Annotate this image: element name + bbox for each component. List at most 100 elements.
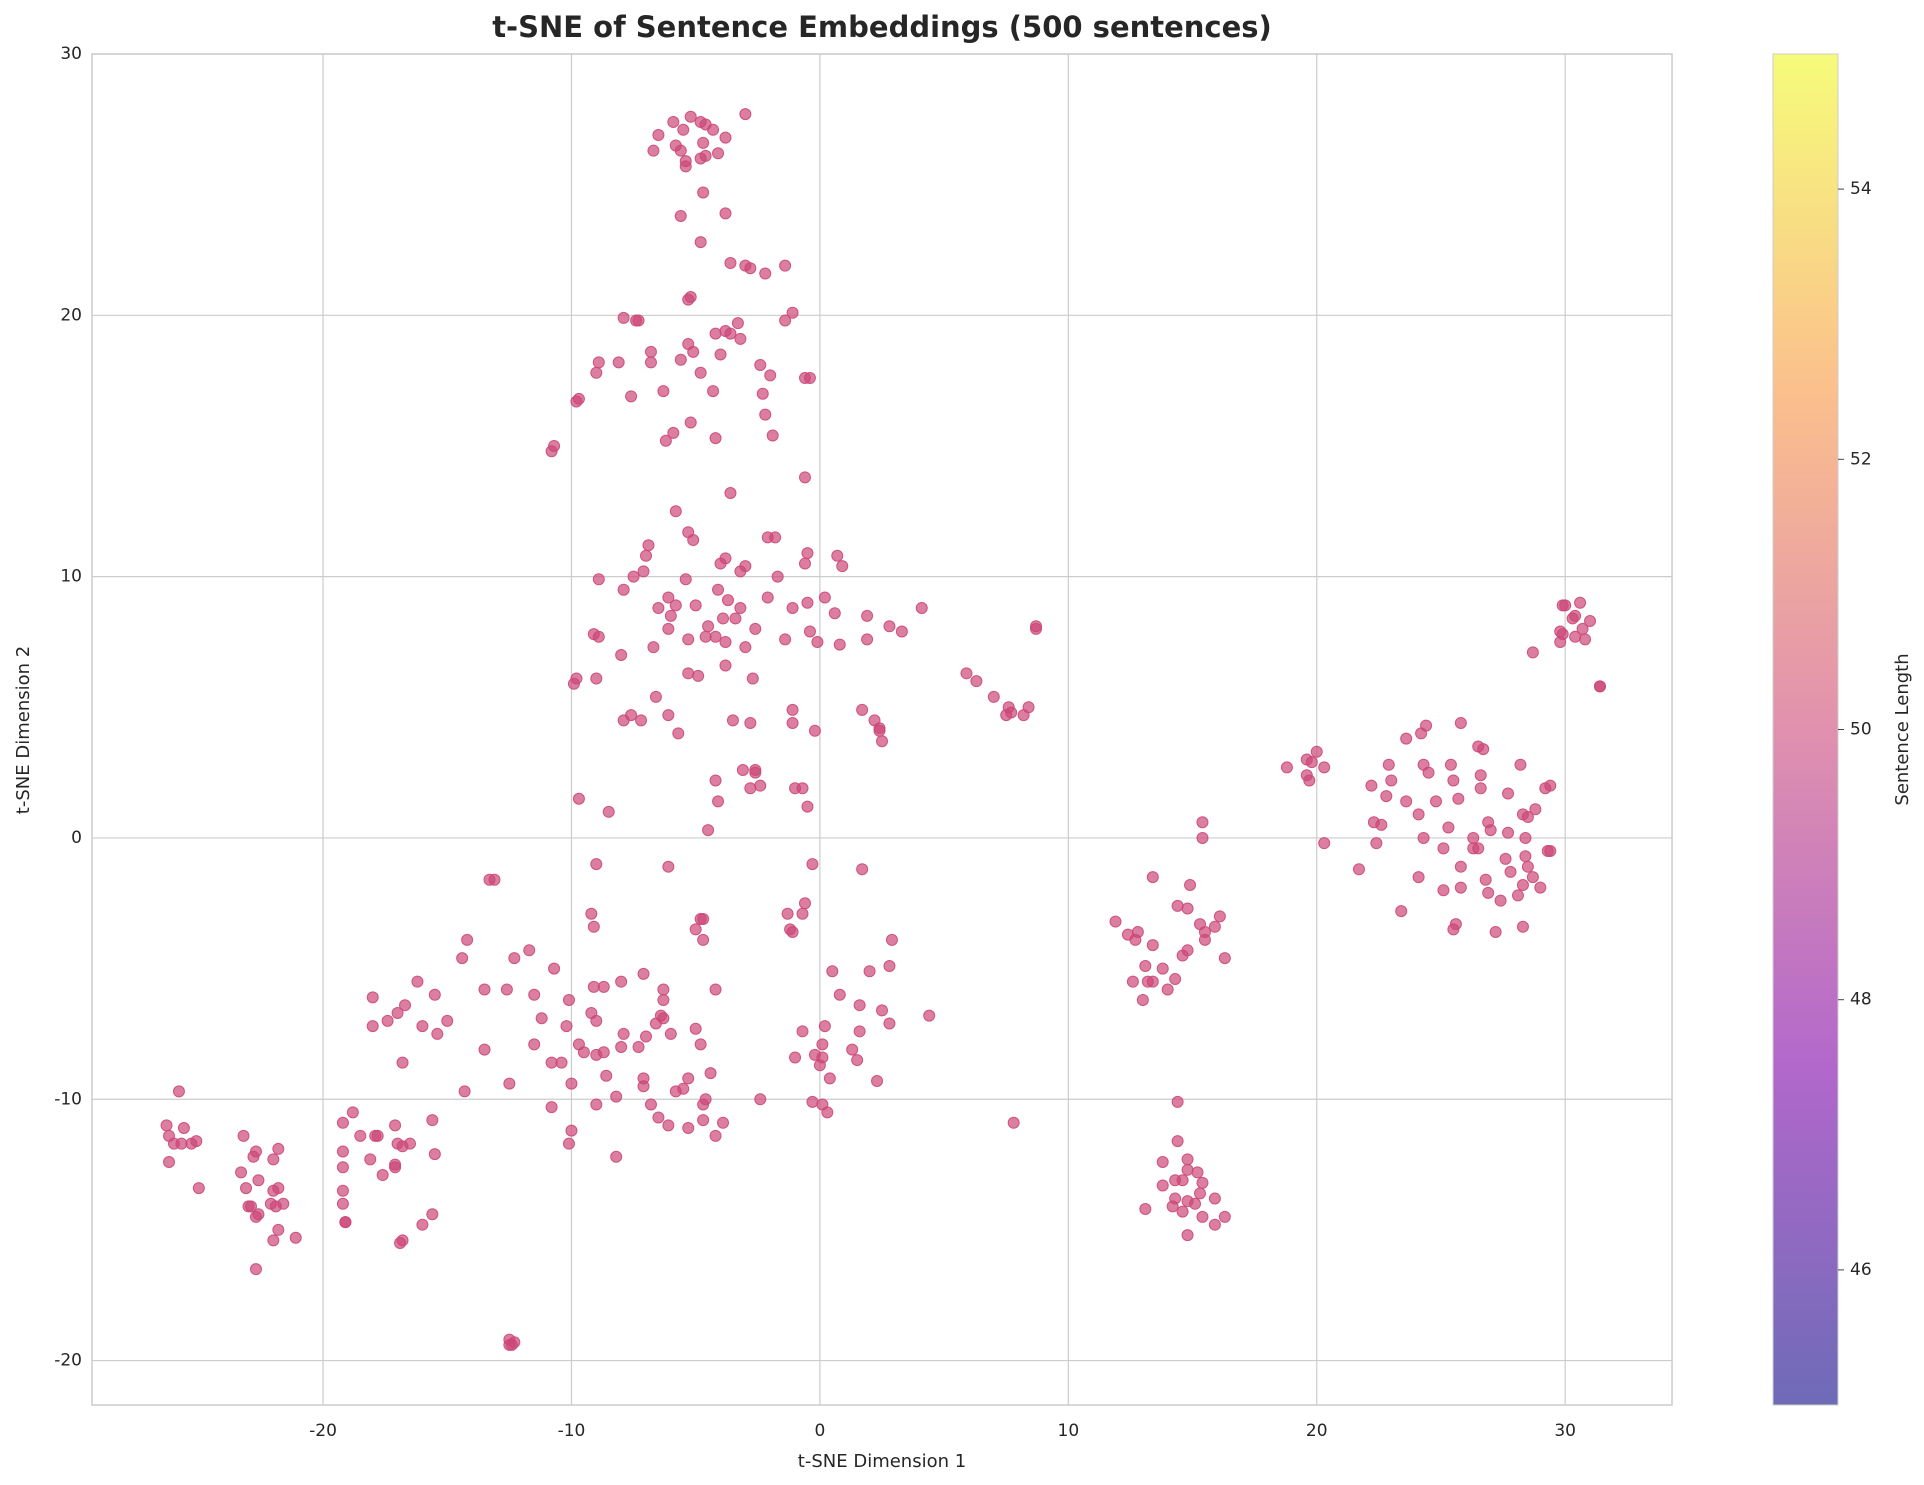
point <box>801 547 814 560</box>
point <box>687 534 700 547</box>
point <box>861 609 874 622</box>
colorbar-tick-label: 46 <box>1850 1260 1872 1280</box>
point <box>416 1218 429 1231</box>
point <box>702 620 715 633</box>
point <box>597 1046 610 1059</box>
point <box>590 366 603 379</box>
point <box>873 724 886 737</box>
point <box>488 873 501 886</box>
point <box>647 144 660 157</box>
point <box>821 1106 834 1119</box>
point <box>399 999 412 1012</box>
point <box>885 933 898 946</box>
point <box>426 1208 439 1221</box>
point <box>1511 889 1524 902</box>
point <box>704 1067 717 1080</box>
point <box>1146 871 1159 884</box>
point <box>684 110 697 123</box>
point <box>754 779 767 792</box>
point <box>1584 615 1597 628</box>
point <box>590 858 603 871</box>
point <box>1171 899 1184 912</box>
point <box>339 1216 352 1229</box>
point <box>1454 860 1467 873</box>
x-tick-label: 0 <box>814 1421 825 1441</box>
point <box>411 975 424 988</box>
point <box>667 426 680 439</box>
point <box>1181 1163 1194 1176</box>
point <box>1176 1205 1189 1218</box>
point <box>1454 881 1467 894</box>
point <box>508 952 521 965</box>
point <box>1161 983 1174 996</box>
point <box>709 983 722 996</box>
point <box>709 327 722 340</box>
point <box>1146 939 1159 952</box>
point <box>177 1122 190 1135</box>
point <box>403 1137 416 1150</box>
point <box>585 907 598 920</box>
point <box>577 1046 590 1059</box>
point <box>803 372 816 385</box>
point <box>267 1234 280 1247</box>
point <box>336 1161 349 1174</box>
point <box>1502 787 1515 800</box>
point <box>883 620 896 633</box>
point <box>1554 635 1567 648</box>
point <box>1318 837 1331 850</box>
point <box>694 115 707 128</box>
point <box>717 1116 730 1129</box>
point <box>592 630 605 643</box>
x-tick-label: -10 <box>558 1421 586 1441</box>
point <box>833 638 846 651</box>
point <box>712 583 725 596</box>
point <box>1280 761 1293 774</box>
point <box>808 724 821 737</box>
point <box>915 601 928 614</box>
point <box>1109 915 1122 928</box>
point <box>637 967 650 980</box>
point <box>769 531 782 544</box>
point <box>798 471 811 484</box>
point <box>565 1077 578 1090</box>
point <box>682 293 695 306</box>
point <box>677 1082 690 1095</box>
point <box>960 667 973 680</box>
point <box>639 549 652 562</box>
point <box>249 1210 262 1223</box>
point <box>1030 620 1043 633</box>
point <box>562 993 575 1006</box>
point <box>548 962 561 975</box>
point <box>602 805 615 818</box>
point <box>1521 860 1534 873</box>
point <box>702 824 715 837</box>
point <box>240 1182 253 1195</box>
point <box>719 659 732 672</box>
point <box>1477 743 1490 756</box>
point <box>796 1025 809 1038</box>
point <box>548 439 561 452</box>
point <box>1303 774 1316 787</box>
point <box>1484 824 1497 837</box>
point <box>1176 949 1189 962</box>
point <box>719 635 732 648</box>
point <box>587 920 600 933</box>
point <box>1412 871 1425 884</box>
point <box>1208 1192 1221 1205</box>
point <box>895 625 908 638</box>
point <box>639 1030 652 1043</box>
point <box>644 356 657 369</box>
point <box>1516 878 1529 891</box>
point <box>1156 1155 1169 1168</box>
point <box>416 1020 429 1033</box>
point <box>734 332 747 345</box>
point <box>679 573 692 586</box>
x-tick-label: 10 <box>1058 1421 1080 1441</box>
colorbar-tick-label: 48 <box>1850 990 1872 1010</box>
point <box>692 669 705 682</box>
point <box>528 1038 541 1051</box>
point <box>861 633 874 646</box>
point <box>1437 842 1450 855</box>
point <box>160 1119 173 1132</box>
x-tick-label: -20 <box>309 1421 337 1441</box>
